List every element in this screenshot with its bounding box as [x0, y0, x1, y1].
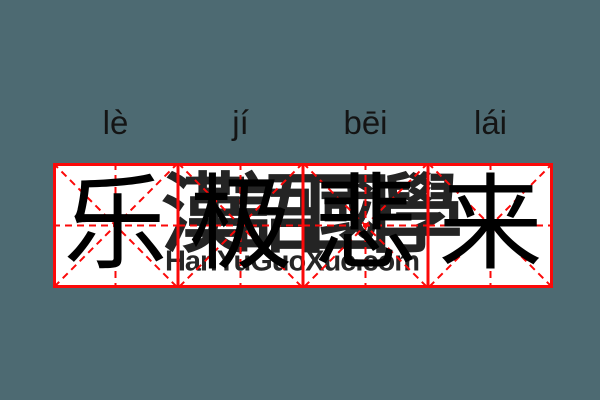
- pinyin-syllable-2: jí: [232, 104, 249, 141]
- pinyin-syllable-3: bēi: [343, 104, 388, 141]
- characters-row: 乐 极 悲 来: [53, 163, 553, 288]
- hanzi-cell-2: 极: [188, 168, 293, 283]
- pinyin-syllable-1: lè: [102, 104, 129, 141]
- pinyin-syllable-4: lái: [473, 104, 508, 141]
- hanzi-cell-1: 乐: [63, 168, 168, 283]
- hanzi-cell-3: 悲: [313, 168, 418, 283]
- practice-grid: 漢語國學 HanYuGuoXue.com: [53, 163, 553, 288]
- hanzi-cell-4: 来: [438, 168, 543, 283]
- pinyin-row: lè jí bēi lái: [53, 100, 553, 146]
